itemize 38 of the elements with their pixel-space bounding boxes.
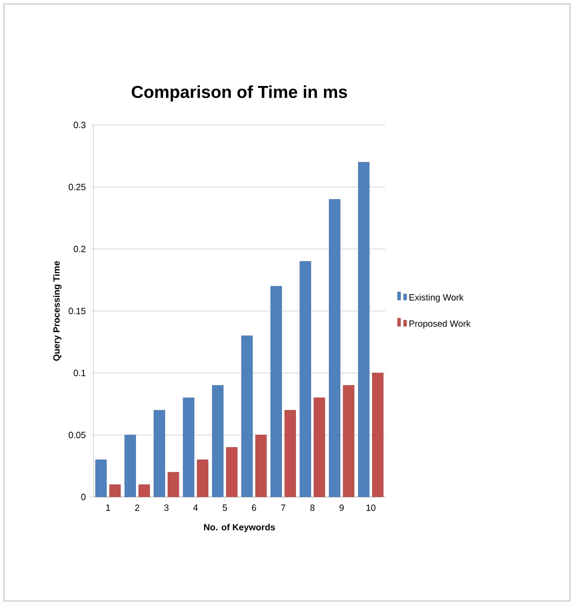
y-axis-title: Query Processing Time: [53, 261, 62, 361]
x-tick-label: 9: [340, 504, 344, 511]
bar: [124, 434, 136, 497]
bar: [328, 199, 340, 497]
bar: [270, 286, 282, 497]
bar: [168, 472, 180, 497]
x-axis-title: No. of Keywords: [204, 524, 275, 532]
y-tick-label: 0: [81, 494, 86, 500]
legend-label: Proposed Work: [410, 320, 471, 329]
x-tick-label: 3: [164, 504, 169, 511]
x-tick-label: 1: [106, 504, 110, 511]
bar: [182, 398, 194, 497]
y-tick-label: 0.2: [74, 246, 86, 252]
chart-title: Comparison of Time in ms: [132, 85, 348, 102]
bar: [314, 398, 326, 497]
x-tick-label: 7: [281, 504, 286, 511]
x-tick-label: 4: [193, 504, 198, 511]
bar: [196, 460, 208, 497]
bar: [358, 162, 370, 497]
bar: [212, 385, 224, 497]
bar: [284, 410, 296, 497]
bar: [154, 410, 166, 497]
y-tick-label: 0.15: [68, 308, 86, 314]
bar: [241, 336, 253, 497]
y-tick-label: 0.05: [68, 432, 86, 438]
bar: [372, 372, 384, 497]
legend-label: Existing Work: [410, 294, 464, 302]
y-tick-label: 0.25: [68, 184, 86, 190]
bar: [226, 447, 238, 497]
x-tick-label: 6: [252, 504, 256, 511]
bar: [342, 385, 354, 497]
x-tick-label: 10: [366, 504, 376, 511]
y-tick-label: 0.3: [74, 122, 86, 128]
x-tick-label: 5: [222, 504, 227, 511]
bar: [300, 261, 312, 497]
y-tick-label: 0.1: [74, 370, 86, 376]
x-tick-label: 8: [310, 504, 315, 511]
x-tick-label: 2: [135, 504, 140, 511]
